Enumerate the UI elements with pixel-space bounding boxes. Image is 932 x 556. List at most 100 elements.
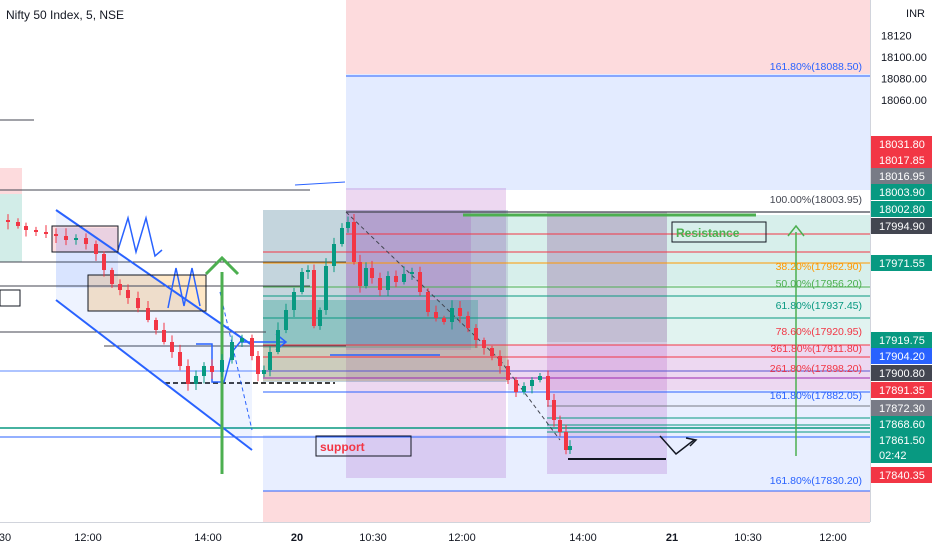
x-tick-7: 21 [666,532,678,544]
box-1 [51,225,119,253]
zone-9 [508,215,870,285]
candle-body-29 [256,356,260,374]
candle-body-35 [300,272,304,292]
candle-body-43 [352,222,356,262]
candle-body-68 [546,376,550,400]
candle-body-8 [74,238,78,240]
price-badge-bg-12 [871,416,932,432]
zone-14 [547,212,667,474]
x-tick-8: 10:30 [734,532,762,544]
candle-body-4 [34,230,38,232]
y-tick-1: 18080.00 [881,73,927,85]
zone-2 [346,188,506,478]
candle-body-21 [186,366,190,384]
price-axis[interactable]: 1812018100.0018080.0018060.0017980.00179… [870,0,932,522]
candle-body-40 [332,244,336,266]
price-badge-3: 18003.90 [879,187,925,199]
channel-lower [55,299,253,451]
price-badge-bg-3 [871,184,932,200]
candle-body-22 [194,376,198,384]
y-tick-2: 18060.00 [881,95,927,107]
chart-plot-area[interactable]: Resistance support 161.80%(18088.50) 100.00… [0,0,870,522]
candle-body-26 [230,342,234,360]
price-badge-11: 17872.30 [879,403,925,415]
candle-body-63 [506,366,510,380]
x-tick-4: 10:30 [359,532,387,544]
candle-body-72 [568,446,572,450]
candle-body-36 [306,270,310,272]
price-badge-7: 17919.75 [879,335,925,347]
x-tick-6: 14:00 [569,532,597,544]
time-axis[interactable]: 30 12:00 14:00 20 10:30 12:00 14:00 21 10:30 12:0… [0,522,870,551]
price-badge-9: 17900.80 [879,368,925,380]
fib-label-8: 161.80%(17882.05) [770,390,862,402]
zone-17 [263,491,870,522]
fib-label-5: 78.60%(17920.95) [776,326,862,338]
price-badge-bg-14 [871,447,932,463]
price-badge-13: 17861.50 [879,435,925,447]
price-badge-12: 17868.60 [879,419,925,431]
price-badge-bg-13 [871,432,932,448]
candle-body-7 [64,236,68,240]
candle-body-50 [402,274,406,282]
price-badge-bg-2 [871,168,932,184]
candle-body-14 [126,290,130,298]
candle-body-42 [346,222,350,228]
candle-body-18 [162,330,166,342]
candle-body-71 [564,432,568,450]
price-badge-0: 18031.80 [879,139,925,151]
candle-body-37 [312,270,316,326]
chart-canvas[interactable]: Resistance support 161.80%(18088.50) 100.00… [0,0,870,522]
x-tick-2: 14:00 [194,532,222,544]
target-arrow-head [787,224,805,237]
candle-body-25 [220,360,224,372]
x-tick-9: 12:00 [819,532,847,544]
candle-body-54 [434,312,438,318]
candle-body-39 [324,266,328,310]
candle-body-1 [6,220,10,222]
candle-body-19 [170,342,174,352]
candle-body-28 [250,338,254,356]
price-badge-bg-5 [871,218,932,234]
x-tick-1: 12:00 [74,532,102,544]
candle-body-62 [498,356,502,366]
zone-0 [346,0,870,74]
symbol-title: Nifty 50 Index, 5, NSE [6,8,125,22]
zone-8 [263,300,478,348]
candle-body-55 [442,318,446,322]
candle-body-27 [240,338,244,342]
price-badge-10: 17891.35 [879,385,925,397]
zone-10 [508,285,870,345]
candle-body-5 [44,232,48,234]
box-left [0,289,21,307]
zone-11 [508,345,870,390]
pattern-zigzag-1 [117,215,163,258]
pattern-zigzag-2 [167,267,201,309]
fib-label-1: 100.00%(18003.95) [770,194,862,206]
price-badge-bg-11 [871,400,932,416]
candle-body-58 [466,316,470,328]
candle-body-23 [202,366,206,376]
price-badge-1: 18017.85 [879,155,925,167]
x-tick-3: 20 [291,532,303,544]
support-box [315,435,412,457]
price-badge-bg-8 [871,348,932,364]
candle-body-16 [146,308,150,320]
price-badge-bg-6 [871,255,932,271]
candle-body-66 [530,380,534,386]
price-badge-6: 17971.55 [879,258,925,270]
candle-body-41 [340,228,344,244]
candle-body-31 [268,352,272,370]
candle-body-69 [552,400,556,420]
candle-body-2 [16,222,20,226]
candle-body-33 [284,310,288,330]
x-tick-0: 30 [0,532,11,544]
candle-body-70 [558,420,562,432]
candle-body-11 [102,254,106,270]
price-badge-5: 17994.90 [879,221,925,233]
candle-body-64 [514,380,518,392]
y-tick-top: 18120 [881,31,912,43]
blue-trend-stub [294,181,346,186]
fib-label-7: 261.80%(17898.20) [770,363,862,375]
currency-label: INR [906,8,925,20]
